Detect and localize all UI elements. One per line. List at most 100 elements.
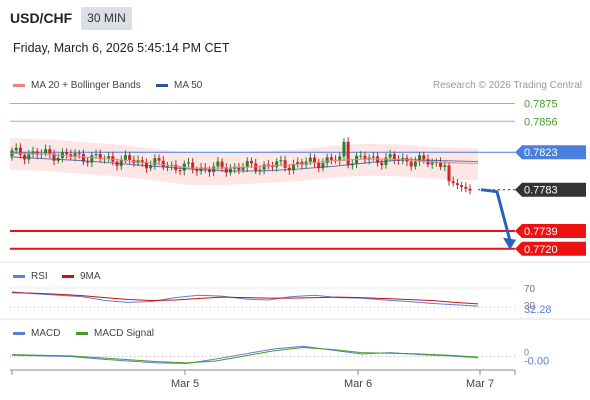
- candle-body: [241, 167, 245, 170]
- candle-body: [165, 165, 169, 167]
- candle-body: [418, 155, 422, 162]
- level-label-0.7823: 0.7823: [524, 147, 558, 159]
- candle-body: [455, 183, 459, 185]
- candle-body: [262, 164, 266, 170]
- legend-ma50-label: MA 50: [174, 80, 203, 91]
- legend-macd-signal: MACD Signal: [76, 328, 154, 339]
- candle-body: [140, 160, 144, 163]
- candle-body: [451, 181, 455, 184]
- candle-body: [447, 165, 451, 182]
- candle-body: [18, 147, 22, 155]
- candle-body: [237, 166, 241, 170]
- candle-body: [216, 161, 220, 167]
- candle-body: [468, 188, 472, 191]
- candle-body: [317, 162, 321, 169]
- ma20-line: [9, 152, 479, 169]
- level-tag-0.7739: [515, 223, 586, 238]
- macd-value-label: -0.00: [524, 356, 549, 368]
- forecast-arrow: [480, 188, 512, 242]
- rsi-ma-line: [11, 292, 479, 305]
- candle-body: [296, 161, 300, 165]
- candle-body: [77, 153, 81, 155]
- level-tag-0.7823: [515, 145, 586, 160]
- legend-macd-label: MACD: [31, 328, 61, 339]
- candle-body: [73, 153, 77, 157]
- x-axis-tick-label: Mar 5: [171, 378, 199, 390]
- candle-body: [254, 163, 258, 171]
- candle-body: [69, 154, 73, 157]
- candle-body: [157, 158, 161, 161]
- legend-ma20-label: MA 20 + Bollinger Bands: [31, 80, 141, 91]
- legend-macd-signal-label: MACD Signal: [94, 328, 155, 339]
- macd-signal-swatch: [76, 332, 88, 335]
- candle-body: [48, 149, 52, 154]
- ma50-line: [9, 156, 479, 172]
- rsi-ma-swatch: [62, 275, 74, 278]
- bollinger-band: [10, 138, 478, 185]
- x-axis-tick-label: Mar 6: [344, 378, 372, 390]
- candle-body: [35, 151, 39, 155]
- legend-macd: MACD: [13, 328, 60, 339]
- candle-body: [153, 158, 157, 166]
- candle-body: [413, 161, 417, 167]
- candle-body: [65, 152, 69, 155]
- candle-body: [460, 185, 464, 187]
- level-label-0.7875: 0.7875: [524, 98, 558, 110]
- datetime-label: Friday, March 6, 2026 5:45:14 PM CET: [13, 41, 230, 55]
- ma50-swatch: [156, 84, 168, 87]
- candle-body: [380, 162, 384, 165]
- x-axis-tick-label: Mar 7: [466, 378, 494, 390]
- candle-body: [258, 169, 262, 171]
- candle-body: [14, 147, 18, 151]
- candle-body: [250, 161, 254, 164]
- rsi-swatch: [13, 275, 25, 278]
- symbol-label: USD/CHF: [10, 10, 73, 26]
- candle-body: [300, 161, 304, 165]
- candle-body: [371, 156, 375, 158]
- legend-rsi-label: RSI: [31, 271, 48, 282]
- candle-body: [266, 164, 270, 167]
- candle-body: [31, 151, 35, 155]
- candle-body: [207, 169, 211, 173]
- candle-body: [313, 157, 317, 163]
- candle-body: [191, 162, 195, 170]
- candle-body: [86, 161, 90, 163]
- level-label-0.7720: 0.7720: [524, 244, 558, 256]
- candle-body: [220, 161, 224, 168]
- candle-body: [224, 167, 228, 173]
- candle-body: [388, 154, 392, 158]
- macd-signal-line: [11, 347, 479, 364]
- candle-body: [98, 154, 102, 159]
- candle-body: [161, 160, 165, 167]
- candle-body: [186, 162, 190, 164]
- candle-body: [359, 155, 363, 157]
- candle-body: [27, 154, 31, 160]
- candle-body: [107, 156, 111, 159]
- candle-body: [149, 165, 153, 169]
- rsi-line: [11, 291, 479, 307]
- candle-body: [81, 154, 85, 162]
- candle-body: [44, 149, 48, 154]
- rsi-tick-label: 70: [524, 284, 536, 295]
- candle-body: [342, 141, 346, 157]
- rsi-tick-label: 30: [524, 301, 536, 312]
- candle-body: [275, 161, 279, 168]
- candle-body: [52, 153, 56, 161]
- macd-swatch: [13, 332, 25, 335]
- macd-tick-label: 0: [524, 348, 529, 358]
- ma20-swatch: [13, 84, 25, 87]
- legend-rsi-ma-label: 9MA: [80, 271, 101, 282]
- level-label-0.7856: 0.7856: [524, 116, 558, 128]
- candle-body: [283, 160, 287, 168]
- candle-body: [430, 162, 434, 165]
- candle-body: [443, 165, 447, 167]
- candle-body: [392, 154, 396, 160]
- level-tag-0.7783: [515, 182, 586, 197]
- level-tag-0.7720: [515, 241, 586, 256]
- candle-body: [321, 163, 325, 169]
- timeframe-button[interactable]: 30 MIN: [81, 7, 132, 30]
- candle-body: [195, 169, 199, 172]
- candle-body: [338, 156, 342, 161]
- candle-body: [409, 161, 413, 167]
